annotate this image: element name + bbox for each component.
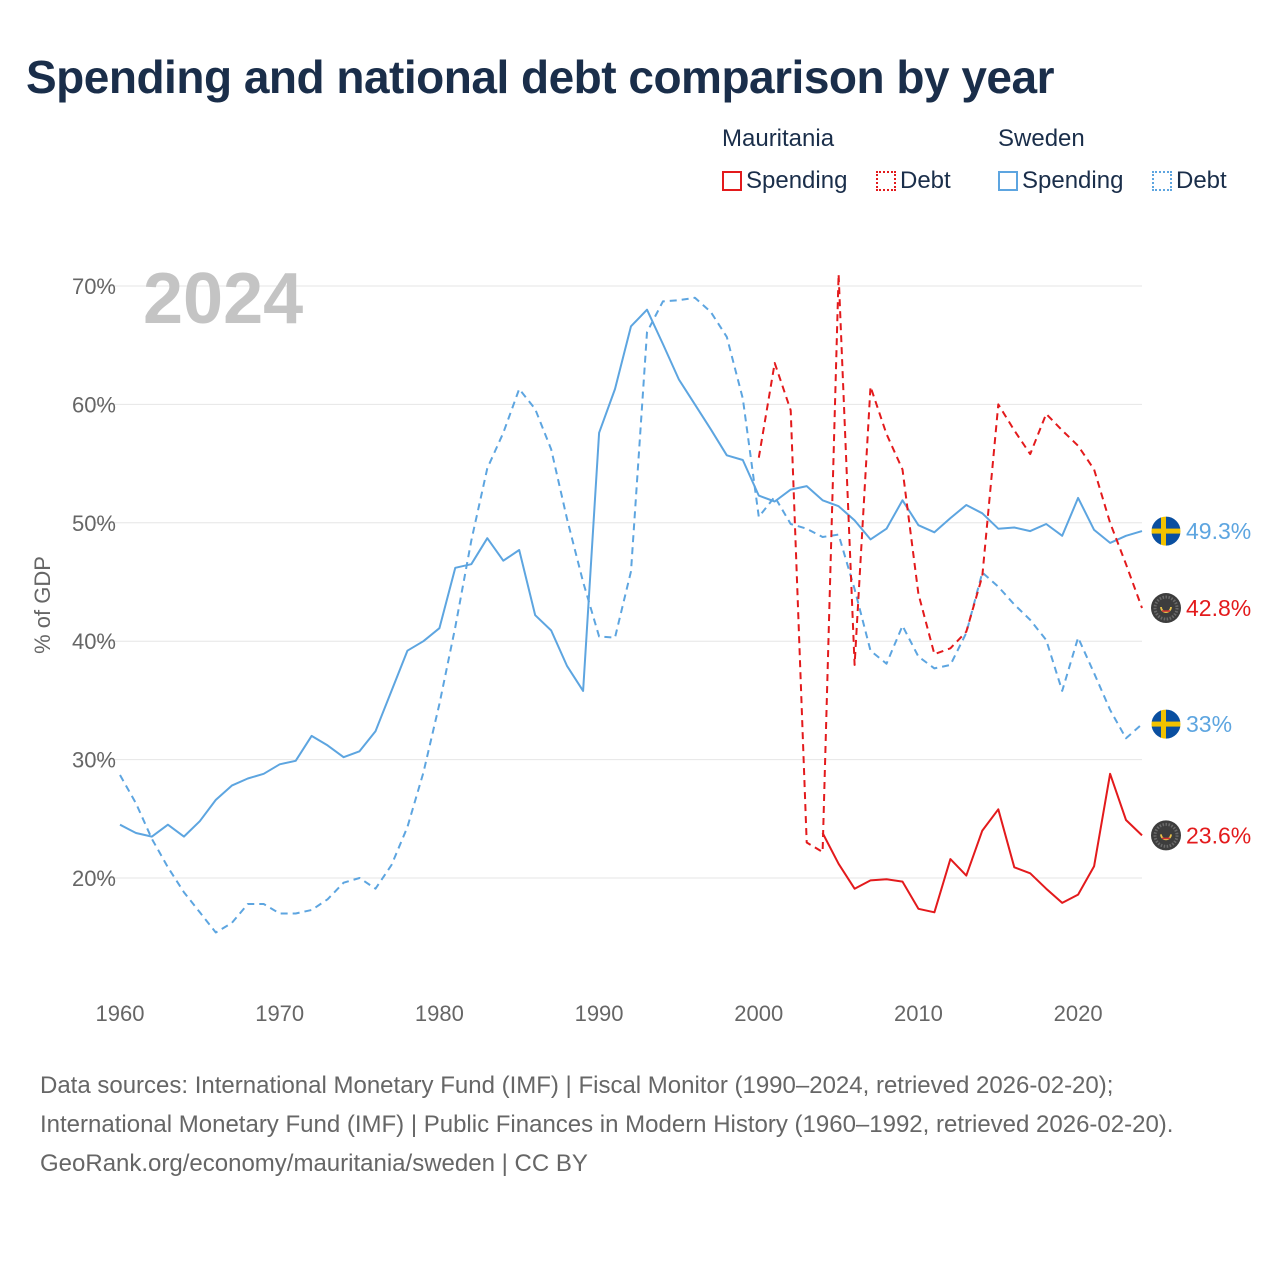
y-axis-ticks: 20% 30% 40% 50% 60% 70% xyxy=(72,274,116,891)
flag-crescent xyxy=(1160,834,1172,841)
mauritania-flag-icon xyxy=(1151,820,1181,851)
end-markers: 49.3% 33% 23.6% 42.8% xyxy=(1150,515,1251,851)
flag-texture xyxy=(1153,822,1179,848)
series-line-mauritania-spending xyxy=(821,772,1143,914)
legend-label: Spending xyxy=(1022,167,1124,194)
y-tick-label: 60% xyxy=(72,392,116,417)
x-tick-label: 2000 xyxy=(734,1001,783,1026)
y-tick-label: 40% xyxy=(72,629,116,654)
gridlines xyxy=(95,285,1142,879)
x-axis-ticks: 1960 1970 1980 1990 2000 2010 2020 xyxy=(96,1001,1103,1026)
x-tick-label: 1970 xyxy=(255,1001,304,1026)
flag-ring xyxy=(1150,708,1182,740)
end-value-label: 49.3% xyxy=(1186,518,1251,544)
legend-label: Spending xyxy=(746,167,848,194)
flag-cross-v xyxy=(1161,516,1166,547)
legend-label: Debt xyxy=(900,167,951,194)
solid-line-swatch-icon xyxy=(998,171,1018,191)
solid-line-swatch-icon xyxy=(722,171,742,191)
series-line-sweden-debt xyxy=(119,296,1143,934)
x-tick-label: 2020 xyxy=(1054,1001,1103,1026)
sweden-flag-icon xyxy=(1150,708,1182,740)
legend-item-sweden-spending[interactable]: Spending xyxy=(998,167,1123,195)
legend-item-mauritania-debt[interactable]: Debt xyxy=(876,167,951,195)
chart-title: Spending and national debt comparison by… xyxy=(26,51,1055,103)
y-tick-label: 20% xyxy=(72,866,116,891)
legend-item-sweden-debt[interactable]: Debt xyxy=(1152,167,1227,195)
dotted-line-swatch-icon xyxy=(876,171,896,191)
footer: Data sources: International Monetary Fun… xyxy=(40,1066,1240,1183)
legend-group-name: Mauritania xyxy=(722,125,835,152)
data-sources: Data sources: International Monetary Fun… xyxy=(40,1072,1174,1138)
series-line-sweden-spending xyxy=(119,308,1143,838)
y-tick-label: 70% xyxy=(72,274,116,299)
x-tick-label: 2010 xyxy=(894,1001,943,1026)
flag-crescent xyxy=(1160,606,1172,613)
credit-link[interactable]: GeoRank.org/economy/mauritania/sweden | … xyxy=(40,1150,588,1177)
series-line-mauritania-debt xyxy=(757,273,1143,853)
legend-item-mauritania-spending[interactable]: Spending xyxy=(722,167,847,195)
line-chart: 2024 20% 30% 40% 50% 60% 70% 1960 1970 1980 1990… xyxy=(30,259,1251,1026)
end-value-label: 42.8% xyxy=(1186,595,1251,621)
x-tick-label: 1980 xyxy=(415,1001,464,1026)
sweden-flag-icon xyxy=(1150,515,1182,547)
flag-cross-v xyxy=(1161,709,1166,740)
end-value-label: 33% xyxy=(1186,711,1232,737)
dotted-line-swatch-icon xyxy=(1152,171,1172,191)
legend-label: Debt xyxy=(1176,167,1227,194)
y-tick-label: 50% xyxy=(72,511,116,536)
year-label: 2024 xyxy=(143,259,303,339)
y-tick-label: 30% xyxy=(72,748,116,773)
y-axis-label: % of GDP xyxy=(30,556,55,654)
x-tick-label: 1990 xyxy=(575,1001,624,1026)
flag-ring xyxy=(1150,515,1182,547)
end-value-label: 23.6% xyxy=(1186,822,1251,848)
mauritania-flag-icon xyxy=(1151,593,1181,624)
flag-texture xyxy=(1153,595,1179,621)
legend-group-name: Sweden xyxy=(998,125,1085,152)
series-lines xyxy=(119,273,1143,934)
x-tick-label: 1960 xyxy=(96,1001,145,1026)
